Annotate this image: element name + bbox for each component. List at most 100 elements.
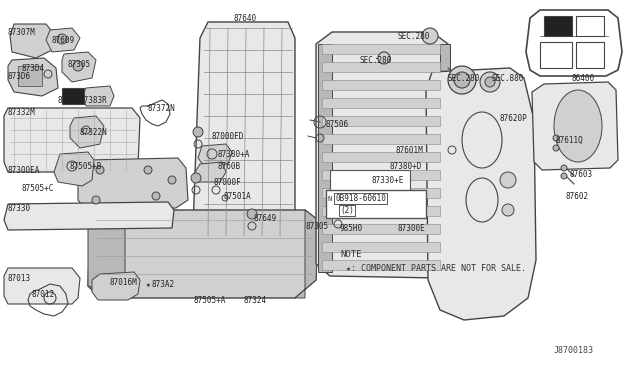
Bar <box>322 188 440 198</box>
Text: 0B918-60610: 0B918-60610 <box>335 194 386 203</box>
Text: ★: COMPONENT PARTS ARE NOT FOR SALE.: ★: COMPONENT PARTS ARE NOT FOR SALE. <box>346 264 526 273</box>
Ellipse shape <box>57 34 67 44</box>
Text: 87380+D: 87380+D <box>390 162 422 171</box>
Polygon shape <box>295 210 318 298</box>
Ellipse shape <box>448 66 476 94</box>
Bar <box>540 42 572 68</box>
Ellipse shape <box>168 176 176 184</box>
Polygon shape <box>8 58 58 96</box>
Bar <box>322 62 440 72</box>
Text: 87300EA: 87300EA <box>8 166 40 175</box>
Bar <box>318 44 332 272</box>
Polygon shape <box>54 152 94 186</box>
Text: NOTE: NOTE <box>340 250 362 259</box>
Ellipse shape <box>462 112 502 168</box>
Ellipse shape <box>193 127 203 137</box>
Bar <box>322 206 440 216</box>
Polygon shape <box>440 136 468 164</box>
Ellipse shape <box>144 166 152 174</box>
Text: 873D6: 873D6 <box>8 72 31 81</box>
Ellipse shape <box>561 165 567 171</box>
Text: 87000F: 87000F <box>214 178 242 187</box>
Text: 87620P: 87620P <box>500 114 528 123</box>
Polygon shape <box>88 210 125 298</box>
Bar <box>440 44 450 272</box>
Bar <box>322 242 440 252</box>
Text: 87305: 87305 <box>68 60 91 69</box>
Text: 873D4: 873D4 <box>22 64 45 73</box>
Text: 87332M: 87332M <box>8 108 36 117</box>
Text: 87322N: 87322N <box>80 128 108 137</box>
Text: 87330+E: 87330+E <box>372 176 404 185</box>
Polygon shape <box>88 210 318 298</box>
Text: 87380+A: 87380+A <box>218 150 250 159</box>
Text: 87611Q: 87611Q <box>556 136 584 145</box>
Bar <box>326 190 426 218</box>
Bar <box>322 44 440 54</box>
Text: ★: ★ <box>146 280 150 289</box>
Text: 8760B: 8760B <box>218 162 241 171</box>
Text: 87603: 87603 <box>570 170 593 179</box>
Text: 87324: 87324 <box>244 296 267 305</box>
Text: 87383R: 87383R <box>80 96 108 105</box>
Polygon shape <box>193 22 295 242</box>
Polygon shape <box>62 52 96 82</box>
Bar <box>18 66 42 86</box>
Text: 985H0: 985H0 <box>340 224 363 233</box>
Ellipse shape <box>500 172 516 188</box>
Polygon shape <box>46 28 80 52</box>
Text: 87505+C: 87505+C <box>22 184 54 193</box>
Text: 87013: 87013 <box>8 274 31 283</box>
Text: SEC.280: SEC.280 <box>448 74 481 83</box>
Ellipse shape <box>554 90 602 162</box>
Text: 87640: 87640 <box>233 14 256 23</box>
Text: 87609: 87609 <box>52 36 75 45</box>
Ellipse shape <box>73 61 83 71</box>
Bar <box>576 16 604 36</box>
Ellipse shape <box>553 135 559 141</box>
Text: 86400: 86400 <box>572 74 595 83</box>
Ellipse shape <box>191 173 201 183</box>
Text: 87012: 87012 <box>32 290 55 299</box>
Bar <box>322 116 440 126</box>
Text: 87300E: 87300E <box>398 224 426 233</box>
Polygon shape <box>532 82 618 170</box>
Ellipse shape <box>553 145 559 151</box>
Bar <box>322 152 440 162</box>
Text: 87307: 87307 <box>58 96 81 105</box>
Text: 87505+B: 87505+B <box>70 162 102 171</box>
Ellipse shape <box>96 166 104 174</box>
Bar <box>322 170 440 180</box>
Bar <box>62 88 84 104</box>
Polygon shape <box>92 272 140 300</box>
Text: (2): (2) <box>340 206 354 215</box>
Text: 87305: 87305 <box>306 222 329 231</box>
Ellipse shape <box>247 209 257 219</box>
Text: 87307M: 87307M <box>8 28 36 37</box>
Bar <box>322 134 440 144</box>
Text: 87000FD: 87000FD <box>212 132 244 141</box>
Text: SEC.280: SEC.280 <box>360 56 392 65</box>
Text: 87649: 87649 <box>254 214 277 223</box>
Bar <box>322 80 440 90</box>
Polygon shape <box>4 108 140 172</box>
Text: 87501A: 87501A <box>224 192 252 201</box>
Polygon shape <box>194 162 226 182</box>
Polygon shape <box>526 10 622 76</box>
Text: 87330: 87330 <box>8 204 31 213</box>
Ellipse shape <box>502 204 514 216</box>
Ellipse shape <box>92 196 100 204</box>
Text: 87602: 87602 <box>566 192 589 201</box>
Ellipse shape <box>561 173 567 179</box>
Polygon shape <box>185 228 300 275</box>
Polygon shape <box>4 202 174 230</box>
Polygon shape <box>70 116 104 148</box>
Ellipse shape <box>466 178 498 222</box>
Ellipse shape <box>422 28 438 44</box>
Text: 87016M: 87016M <box>110 278 138 287</box>
Text: 873A2: 873A2 <box>152 280 175 289</box>
Text: 87372N: 87372N <box>148 104 176 113</box>
Ellipse shape <box>480 72 500 92</box>
Text: 87601M: 87601M <box>396 146 424 155</box>
Bar <box>322 224 440 234</box>
